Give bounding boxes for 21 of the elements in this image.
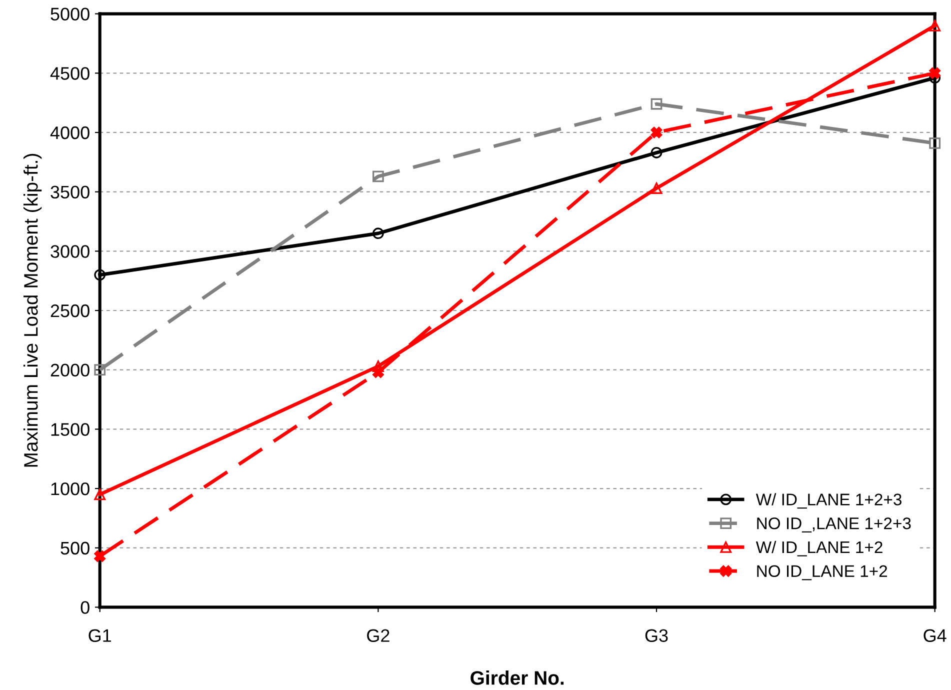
y-tick-label: 5000 (50, 8, 90, 21)
y-tick-label: 1500 (51, 423, 90, 436)
y-tick-label: 2000 (50, 364, 90, 377)
legend-label: W/ ID_LANE 1+2+3 (756, 493, 902, 509)
legend-label: W/ ID_LANE 1+2 (756, 540, 882, 556)
y-tick-label: 500 (60, 542, 90, 555)
y-tick-label: 4500 (50, 67, 90, 80)
x-axis-title: Girder No. (470, 670, 564, 685)
y-tick-label: 0 (80, 601, 90, 614)
y-tick-label: 3000 (50, 245, 90, 258)
y-tick-label: 4000 (50, 126, 90, 140)
x-tick-label: G4 (924, 629, 946, 642)
y-tick-label: 1000 (51, 482, 90, 496)
y-tick-label: 2500 (50, 304, 90, 318)
x-tick-label: G1 (88, 629, 112, 642)
x-tick-label: G2 (367, 629, 390, 642)
legend-label: NO ID_LANE 1+2 (757, 565, 888, 580)
legend-label: NO ID_,LANE 1+2+3 (757, 517, 911, 532)
y-tick-label: 3500 (50, 186, 90, 199)
x-tick-label: G3 (645, 629, 668, 642)
y-axis-title: Maximum Live Load Moment (kip-ft.) (24, 154, 42, 467)
